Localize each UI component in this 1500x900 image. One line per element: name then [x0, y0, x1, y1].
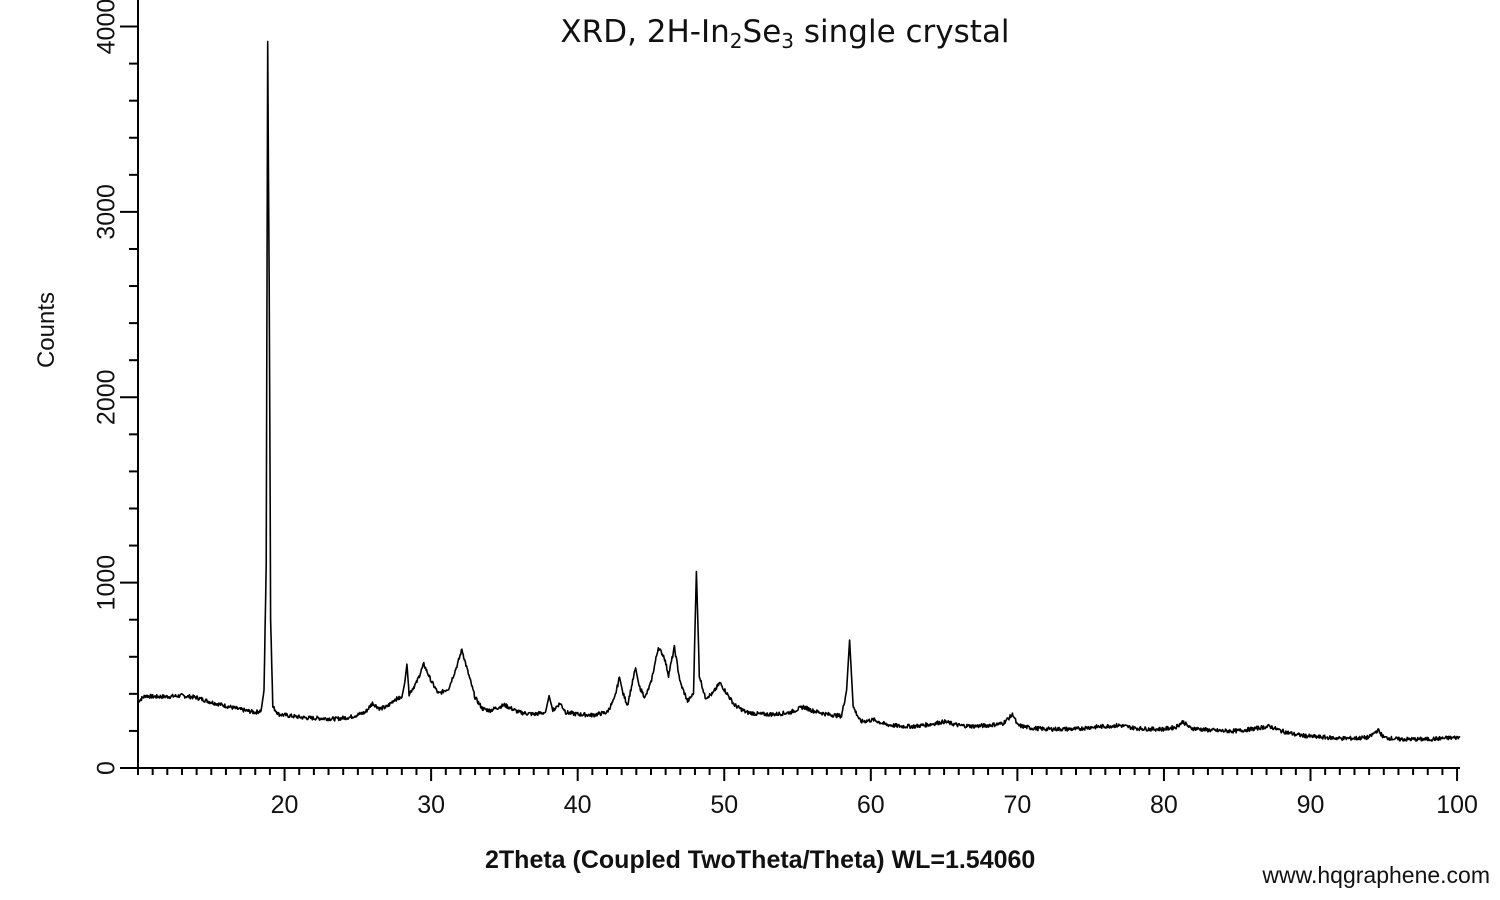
x-tick-label: 40 — [564, 791, 592, 819]
x-tick-label: 70 — [1003, 791, 1031, 819]
x-tick-label: 90 — [1297, 791, 1325, 819]
x-tick-label: 30 — [417, 791, 445, 819]
y-tick-label: 2000 — [93, 369, 121, 425]
axes — [137, 0, 1460, 769]
x-tick-label: 60 — [857, 791, 885, 819]
chart-title: XRD, 2H-In2Se3 single crystal — [560, 14, 1010, 53]
plot-area — [137, 40, 1461, 742]
x-tick-label: 50 — [710, 791, 738, 819]
watermark: www.hqgraphene.com — [1262, 862, 1490, 888]
x-ticks: 20 30 40 50 60 70 80 90 100 — [137, 768, 1478, 819]
series-line — [137, 40, 1461, 742]
y-axis-label: Counts — [33, 291, 60, 369]
x-tick-label: 100 — [1436, 791, 1478, 819]
y-tick-label: 1000 — [93, 555, 121, 611]
y-tick-label: 0 — [93, 761, 121, 775]
y-ticks: 0 1000 2000 3000 4000 — [93, 0, 138, 775]
y-tick-label: 4000 — [93, 0, 121, 54]
x-axis-label: 2Theta (Coupled TwoTheta/Theta) WL=1.540… — [485, 846, 1036, 874]
x-tick-label: 80 — [1150, 791, 1178, 819]
x-tick-label: 20 — [271, 791, 299, 819]
y-tick-label: 3000 — [93, 184, 121, 240]
